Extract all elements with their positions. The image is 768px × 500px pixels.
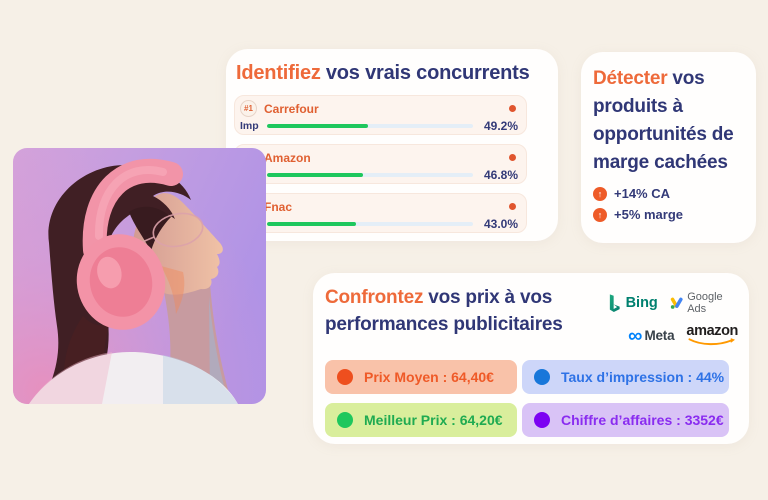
google-ads-label: Google Ads — [687, 291, 723, 315]
competitor-row-amazon: #2 Amazon Imp 46.8% — [234, 144, 527, 184]
competitor-name: Carrefour — [264, 101, 319, 116]
amazon-smile-icon — [688, 338, 736, 346]
google-ads-logo: Google Ads — [670, 291, 738, 315]
impression-bar — [267, 222, 473, 226]
metric-value: 46.8% — [483, 168, 518, 182]
confront-header: Confrontez vos prix à vos performances pu… — [325, 284, 738, 346]
identify-title-rest: vos vrais concurrents — [325, 62, 530, 84]
google-ads-icon — [670, 297, 683, 309]
impression-bar-fill — [267, 124, 369, 128]
metric-label: Imp — [240, 120, 259, 132]
stat-label: +5% marge — [614, 207, 684, 223]
detect-stat-list: ↑ +14% CA ↑ +5% marge — [593, 186, 746, 222]
status-dot-icon — [509, 203, 516, 210]
stat-item-ca: ↑ +14% CA — [593, 186, 746, 201]
competitor-row-header: #3 Fnac — [240, 198, 518, 215]
competitor-row-metric: Imp 43.0% — [240, 217, 518, 231]
green-dot-icon — [337, 412, 353, 428]
competitor-row-header: #1 Carrefour — [240, 100, 518, 117]
rank-badge: #1 — [240, 100, 257, 117]
card-confront-prices: Confrontez vos prix à vos performances pu… — [313, 273, 749, 444]
bing-icon — [609, 294, 620, 312]
kpi-badges: Prix Moyen : 64,40€ Taux d’impression : … — [325, 360, 738, 437]
stat-item-marge: ↑ +5% marge — [593, 207, 746, 222]
detect-title-accent: Détecter — [593, 68, 668, 89]
badge-label: Taux d’impression : 44% — [561, 369, 725, 385]
platform-row-2: ∞ Meta amazon — [628, 323, 738, 347]
headphones-photo — [13, 148, 266, 404]
amazon-label: amazon — [686, 323, 738, 339]
meta-label: Meta — [644, 328, 675, 343]
status-dot-icon — [509, 154, 516, 161]
meta-infinity-icon: ∞ — [628, 324, 643, 347]
confront-title-rest: vos prix à vos performances publicitaire… — [325, 287, 563, 336]
bing-label: Bing — [625, 295, 658, 311]
stat-badge-chiffre-affaires: Chiffre d’affaires : 3352€ — [522, 403, 729, 437]
bing-logo: Bing — [607, 294, 658, 312]
meta-logo: ∞ Meta — [628, 324, 675, 347]
ad-platform-logos: Bing Google Ads ∞ Meta — [607, 284, 738, 346]
badge-label: Meilleur Prix : 64,20€ — [364, 412, 503, 428]
competitor-row-metric: Imp 49.2% — [240, 119, 518, 133]
identify-card-title: Identifiez vos vrais concurrents — [236, 62, 546, 85]
metric-value: 43.0% — [483, 217, 518, 231]
impression-bar-fill — [267, 222, 356, 226]
status-dot-icon — [509, 105, 516, 112]
detect-card-title: Détecter vos produits à opportunités de m… — [593, 65, 746, 177]
confront-title-accent: Confrontez — [325, 287, 424, 308]
orange-dot-icon — [337, 369, 353, 385]
confront-card-title: Confrontez vos prix à vos performances pu… — [325, 284, 607, 346]
purple-dot-icon — [534, 412, 550, 428]
impression-bar — [267, 173, 473, 177]
competitor-row-fnac: #3 Fnac Imp 43.0% — [234, 193, 527, 233]
competitor-list: #1 Carrefour Imp 49.2% #2 Amazon — [234, 95, 546, 233]
metric-value: 49.2% — [483, 119, 518, 133]
competitor-name: Amazon — [264, 150, 311, 165]
competitor-row-carrefour: #1 Carrefour Imp 49.2% — [234, 95, 527, 135]
stat-badge-taux-impression: Taux d’impression : 44% — [522, 360, 729, 394]
blue-dot-icon — [534, 369, 550, 385]
stat-badge-meilleur-prix: Meilleur Prix : 64,20€ — [325, 403, 517, 437]
impression-bar — [267, 124, 473, 128]
identify-title-accent: Identifiez — [236, 62, 321, 84]
badge-label: Prix Moyen : 64,40€ — [364, 369, 494, 385]
stat-label: +14% CA — [614, 186, 670, 202]
card-identify-competitors: Identifiez vos vrais concurrents #1 Carre… — [226, 49, 558, 241]
headphones-photo-illustration — [13, 148, 266, 404]
arrow-up-circle-icon: ↑ — [593, 186, 607, 201]
stat-badge-prix-moyen: Prix Moyen : 64,40€ — [325, 360, 517, 394]
platform-row-1: Bing Google Ads — [607, 291, 738, 315]
competitor-row-metric: Imp 46.8% — [240, 168, 518, 182]
amazon-logo: amazon — [686, 323, 738, 346]
detect-title-rest: vos produits à opportunités de marge cac… — [593, 68, 734, 174]
competitor-row-header: #2 Amazon — [240, 149, 518, 166]
impression-bar-fill — [267, 173, 364, 177]
arrow-up-circle-icon: ↑ — [593, 207, 607, 222]
competitor-name: Fnac — [264, 199, 293, 214]
badge-label: Chiffre d’affaires : 3352€ — [561, 412, 724, 428]
card-detect-margin-opportunities: Détecter vos produits à opportunités de m… — [581, 52, 756, 243]
